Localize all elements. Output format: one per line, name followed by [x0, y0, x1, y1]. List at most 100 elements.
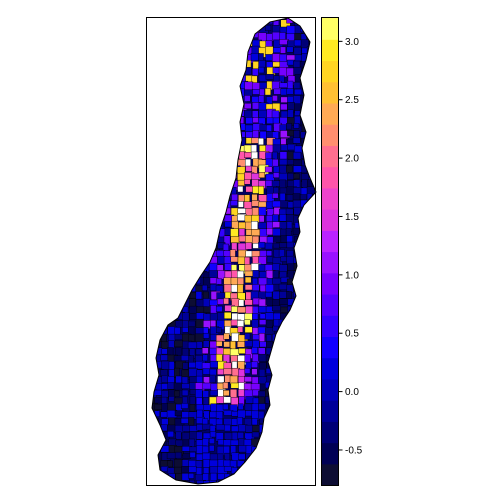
region-cell — [245, 424, 254, 433]
region-cell — [209, 374, 216, 383]
legend-bin-17 — [322, 102, 338, 125]
region-cell — [223, 390, 230, 396]
region-cell — [202, 445, 209, 454]
region-cell — [188, 466, 197, 473]
legend-color-bar — [322, 18, 338, 486]
region-cell — [209, 459, 219, 468]
region-cell — [244, 367, 251, 374]
legend-bin-12 — [322, 209, 338, 231]
region-cell — [244, 103, 252, 109]
legend-bin-7 — [322, 315, 338, 338]
region-cell — [166, 460, 173, 468]
region-cell — [251, 284, 260, 292]
region-cell — [286, 25, 296, 35]
region-cell — [168, 340, 175, 349]
region-cell — [209, 431, 217, 438]
region-cell — [231, 215, 238, 222]
legend-bin-4 — [322, 378, 338, 401]
region-cell — [167, 375, 175, 384]
region-cell — [215, 411, 224, 420]
region-cell — [300, 194, 308, 201]
region-cell — [265, 24, 272, 31]
region-cell — [252, 397, 259, 405]
legend-tick-label: 1.5 — [345, 212, 359, 223]
region-cell — [215, 327, 222, 334]
region-cell — [258, 222, 267, 229]
region-cell — [168, 361, 175, 371]
region-cell — [279, 151, 288, 160]
region-cell — [217, 298, 224, 305]
region-cell — [230, 284, 238, 293]
region-cell — [279, 53, 288, 63]
region-cell — [315, 472, 316, 483]
region-cell — [244, 276, 252, 284]
region-cell — [258, 53, 264, 62]
region-cell — [230, 439, 239, 446]
region-cell — [252, 235, 260, 244]
region-cell — [273, 187, 279, 195]
region-cell — [196, 409, 203, 419]
region-cell — [251, 418, 258, 426]
legend-bin-10 — [322, 251, 338, 274]
region-cell — [315, 194, 316, 201]
region-cell — [223, 297, 229, 305]
legend-tick-label: 0.5 — [345, 329, 359, 340]
region-cell — [272, 95, 278, 102]
region-cell — [244, 264, 253, 272]
region-cell — [280, 144, 289, 151]
region-cell — [251, 194, 258, 201]
region-cell — [259, 341, 267, 348]
region-cell — [161, 375, 169, 383]
region-cell — [181, 411, 190, 419]
region-cell — [167, 430, 174, 438]
region-cell — [202, 459, 211, 468]
region-cell — [278, 172, 288, 182]
legend-tick-label: 1.0 — [345, 270, 359, 281]
region-cell — [244, 313, 253, 321]
region-cell — [237, 403, 244, 410]
region-cell — [287, 80, 294, 90]
region-cell — [196, 341, 203, 349]
region-cell — [174, 451, 182, 459]
region-cell — [181, 383, 191, 389]
region-cell — [167, 347, 174, 356]
region-cell — [258, 66, 265, 74]
legend-tick-label: 2.0 — [345, 154, 359, 165]
legend-bin-20 — [322, 39, 338, 62]
region-cell — [223, 341, 230, 348]
region-cell — [251, 361, 258, 368]
region-cell — [237, 185, 244, 193]
region-cell — [244, 95, 251, 102]
legend-bin-3 — [322, 400, 338, 422]
region-cell — [203, 480, 210, 484]
region-cell — [264, 88, 271, 96]
region-cell — [196, 480, 206, 484]
region-cell — [264, 166, 273, 173]
region-cell — [314, 180, 316, 187]
region-cell — [244, 319, 251, 326]
region-cell — [259, 88, 265, 96]
legend-bin-5 — [322, 357, 338, 380]
region-cell — [189, 446, 198, 453]
region-cell — [286, 159, 295, 166]
legend-bin-15 — [322, 145, 338, 168]
region-cell — [202, 340, 210, 348]
legend-bin-1 — [322, 442, 338, 465]
region-cell — [251, 347, 258, 354]
region-cell — [279, 32, 286, 41]
region-cell — [265, 291, 273, 298]
region-cell — [182, 453, 191, 460]
region-cell — [244, 89, 253, 97]
region-cell — [237, 166, 246, 175]
region-cell — [258, 215, 265, 223]
region-cell — [279, 298, 289, 306]
region-cell — [237, 306, 248, 314]
region-cell — [286, 123, 293, 130]
legend-tick-label: -0.5 — [345, 445, 363, 456]
region-cell — [237, 270, 244, 278]
region-cell — [231, 425, 240, 432]
region-cell — [272, 270, 279, 279]
region-cell — [245, 117, 254, 125]
region-cell — [208, 445, 215, 452]
region-cell — [237, 208, 247, 214]
